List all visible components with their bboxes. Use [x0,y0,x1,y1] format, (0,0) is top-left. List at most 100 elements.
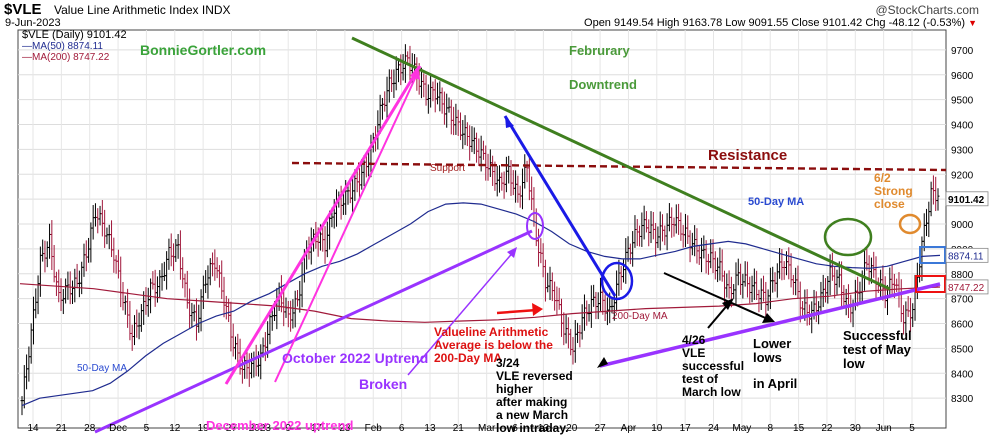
quote-line: Open 9149.54 High 9163.78 Low 9091.55 Cl… [584,17,977,29]
ma200-price-tag-bg [945,279,989,295]
last-price-tag-bg [945,191,989,207]
x-tick-label: 23 [339,423,351,434]
successful-may-note: Successful test of May low [843,328,912,372]
last-price-tag: 9101.42 [948,195,985,206]
green-circle [823,217,873,257]
close-down-marker: ▼ [968,18,977,28]
x-tick-label: 6 [512,423,518,434]
ma200-label-mid: 200-Day MA [612,311,668,322]
ma50-line [21,202,941,407]
x-tick-label: 9 [285,423,291,434]
y-tick-label: 8500 [951,344,974,355]
mar24-line-6: low intraday. [496,420,569,435]
x-tick-label: 17 [311,423,323,434]
symbol-title: $VLE [4,1,42,18]
mar24-note: 3/24 VLE reversed higher after making a … [496,357,573,435]
mar24-line-5: a new March [496,407,569,422]
x-tick-label: 13 [538,423,550,434]
y-tick-label: 9300 [951,145,974,156]
ma50-price-tag: 8874.11 [948,251,984,262]
blue-line-head [505,116,514,128]
x-tick-label: 14 [27,423,39,434]
x-tick-label: 21 [453,423,465,434]
x-tick-label: 6 [399,423,405,434]
broken-label: Broken [359,376,408,392]
x-tick-label: 13 [424,423,436,434]
legend-main: $VLE (Daily) 9101.42 [22,29,127,41]
x-tick-label: 21 [56,423,68,434]
x-tick-label: May [732,423,751,434]
in-april-label: in April [753,376,798,391]
mar24-line-2: VLE reversed [496,368,573,383]
black-arrow-head-3 [597,357,608,368]
apr26-line-3: successful [682,358,745,373]
strong-close-line-2: Strong [874,183,913,198]
index-name: Value Line Arithmetic Index INDX [54,3,231,17]
y-tick-label: 9500 [951,96,974,107]
lower-lows-note: Lower lows [753,336,792,365]
strong-close-note: 6/2 Strong close [874,172,913,211]
october-uptrend-line [94,229,533,434]
x-tick-label: 19 [198,423,210,434]
ma200-tag-box [915,275,946,293]
legend-ma200: —MA(200) 8747.22 [22,52,110,63]
lower-lows-line-1: Lower [753,336,792,351]
x-tick-label: 20 [566,423,578,434]
price-bars [20,44,940,416]
x-tick-label: 5 [144,423,150,434]
x-tick-label: 2023 [249,423,272,434]
y-tick-label: 8700 [951,295,974,306]
successful-may-line-3: low [843,356,865,372]
x-tick-label: 8 [767,423,773,434]
x-tick-label: 27 [595,423,607,434]
x-tick-label: 10 [651,423,663,434]
ma50-label-left: 50-Day MA [77,363,128,374]
ma50-price-tag-bg [945,247,989,263]
x-tick-label: Apr [621,423,637,434]
x-tick-label: Mar [478,423,496,434]
y-tick-label: 9200 [951,170,974,181]
valueline-note: Valueline Arithmetic Average is below th… [434,326,553,365]
price-tags: 9101.42 8874.11 8747.22 [945,191,989,295]
support-label: Support [430,163,466,174]
y-tick-label: 8800 [951,270,974,281]
downtrend-label: Downtrend [569,77,637,92]
apr26-line-4: test of [682,371,718,386]
x-tick-label: 12 [169,423,181,434]
ma50-label-right: 50-Day MA [748,196,805,208]
y-tick-label: 8300 [951,394,974,405]
resistance-label: Resistance [708,147,788,164]
valueline-line-2: Average is below the [434,337,553,352]
red-arrow [496,308,538,315]
strong-close-line-1: 6/2 [874,171,891,185]
red-arrow-head [532,303,543,316]
successful-may-line-1: Successful [843,328,912,343]
blue-decline-line [503,115,617,297]
apr26-line-2: VLE [682,345,706,360]
resistance-line [291,161,947,172]
x-tick-label: 15 [793,423,805,434]
x-tick-label: 22 [821,423,833,434]
black-arrow-lower-lows [663,272,771,321]
orange-circle [898,213,922,235]
y-tick-label: 9600 [951,71,974,82]
black-arrow-head-2 [722,298,734,310]
february-label: Februrary [569,43,630,58]
purple-circle [526,212,544,240]
mar24-line-3: higher [496,381,533,396]
valueline-line-3: 200-Day MA [434,350,503,365]
valueline-line-1: Valueline Arithmetic [434,325,549,339]
y-tick-label: 9700 [951,46,974,57]
x-tick-label: 28 [84,423,96,434]
overlays [94,36,947,434]
x-tick-label: 17 [680,423,692,434]
successful-may-line-2: test of May [843,342,911,358]
purple-pointer [407,249,516,376]
x-tick-label: 27 [226,423,238,434]
x-tick-label: Dec [109,423,127,434]
apr26-line-5: March low [682,384,741,399]
x-tick-label: 24 [708,423,720,434]
y-tick-label: 8600 [951,320,974,331]
y-tick-label: 8400 [951,369,974,380]
